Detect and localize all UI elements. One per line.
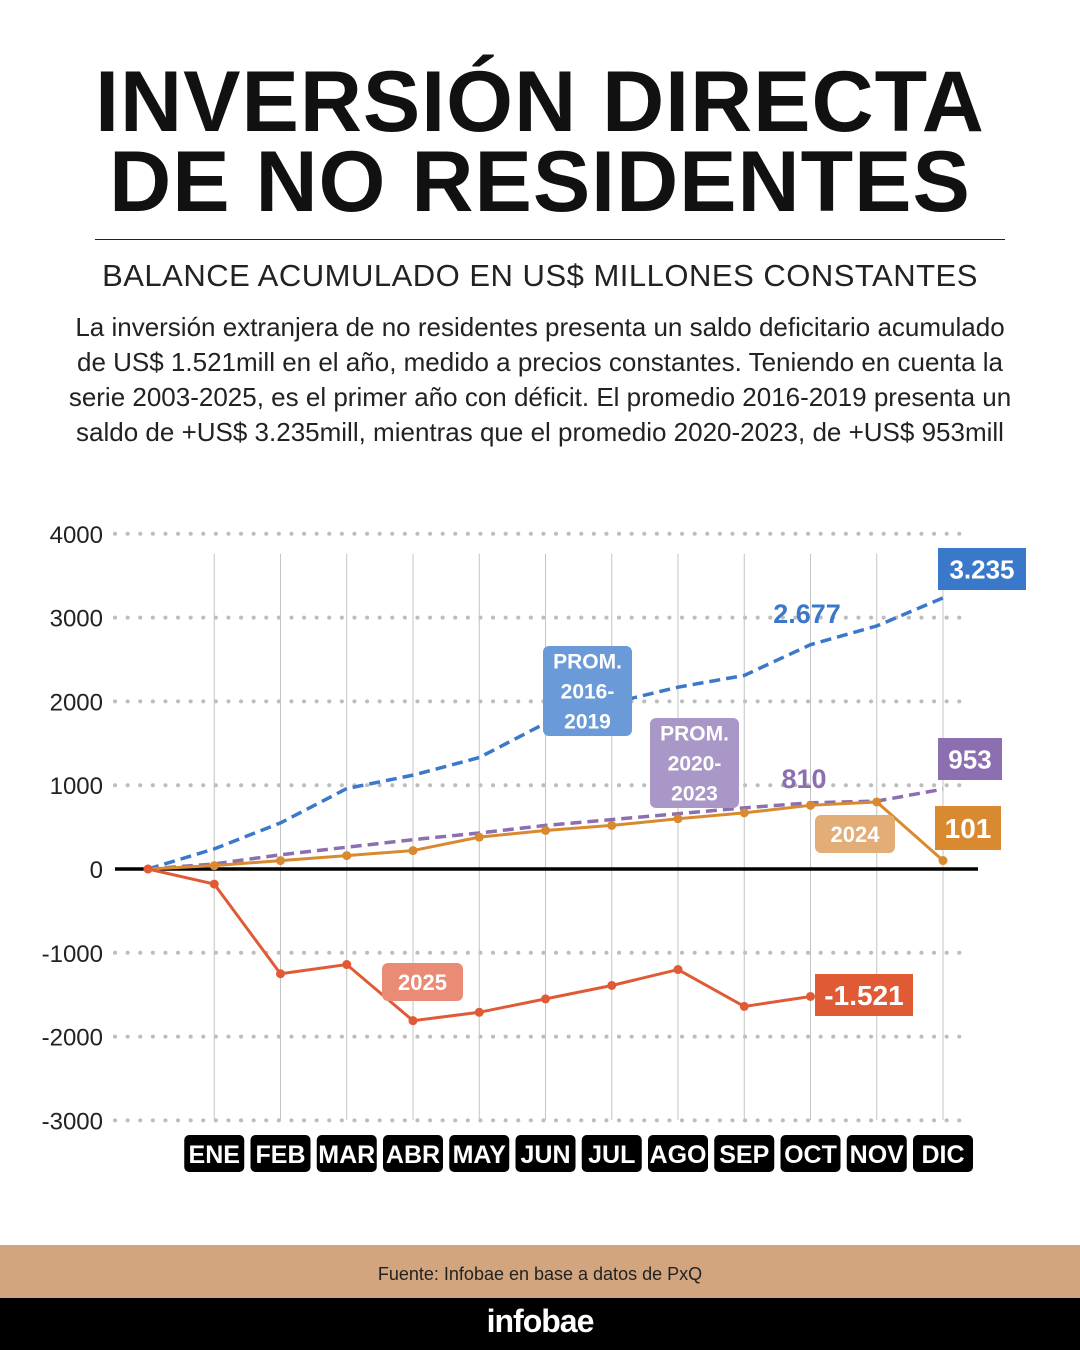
y-tick-label: -2000 <box>42 1025 103 1052</box>
x-tick-label: OCT <box>784 1141 837 1169</box>
month-label-box <box>250 1135 311 1172</box>
data-point <box>474 832 484 842</box>
month-label-box <box>714 1135 775 1172</box>
y-tick-label: -1000 <box>42 941 103 968</box>
data-point <box>474 1007 484 1017</box>
legend-2024: 2024 <box>831 822 881 847</box>
y-tick-label: 3000 <box>50 606 103 633</box>
data-point <box>739 808 749 818</box>
data-point <box>938 856 948 866</box>
end-label-2016-2019: 3.235 <box>949 554 1014 584</box>
data-point <box>342 960 352 970</box>
data-point <box>607 980 617 990</box>
x-tick-label: MAR <box>318 1141 375 1169</box>
data-point <box>276 856 285 866</box>
legend-2020-2023: 2023 <box>671 783 718 806</box>
legend-2016-2019: PROM. <box>553 651 622 674</box>
month-label-box <box>383 1135 443 1172</box>
end-label-2024: 101 <box>945 813 992 844</box>
data-point <box>872 797 882 807</box>
legend-2016-2019: 2019 <box>564 711 611 734</box>
data-point <box>143 864 153 874</box>
value-label-2677: 2.677 <box>773 599 841 629</box>
month-label-box <box>515 1135 576 1172</box>
x-tick-label: AGO <box>650 1141 707 1169</box>
month-label-box <box>780 1135 841 1172</box>
subtitle: BALANCE ACUMULADO EN US$ MILLONES CONSTA… <box>102 258 978 293</box>
data-point <box>408 846 418 856</box>
month-label-box <box>316 1135 377 1172</box>
value-label-810: 810 <box>781 764 826 794</box>
data-point <box>673 965 683 975</box>
month-label-box <box>846 1135 907 1172</box>
data-point <box>209 879 219 889</box>
x-tick-label: SEP <box>719 1141 769 1169</box>
data-point <box>806 800 815 810</box>
y-tick-label: 2000 <box>50 689 103 716</box>
y-tick-label: -3000 <box>42 1108 103 1135</box>
data-point <box>541 825 550 835</box>
line-chart: 4000 3000 2000 1000 0 -1000 -2000 -3000 3.235 953… <box>42 522 1026 1172</box>
divider <box>95 239 1005 240</box>
month-label-box <box>648 1135 708 1172</box>
month-label-box <box>581 1135 642 1172</box>
data-point <box>342 851 352 861</box>
title-line-1: INVERSIÓN DIRECTA <box>95 54 985 150</box>
y-tick-label: 0 <box>90 857 103 884</box>
y-tick-label: 4000 <box>50 522 103 549</box>
data-point <box>276 969 285 979</box>
description: La inversión extranjera de no residentes… <box>68 312 1012 447</box>
end-label-2025-box <box>815 974 913 1016</box>
legend-2024-box <box>815 815 895 853</box>
y-tick-label: 1000 <box>50 773 103 800</box>
end-label-2016-2019-box <box>938 548 1026 590</box>
end-label-2020-2023: 953 <box>948 744 991 774</box>
legend-2020-2023-box <box>650 718 739 808</box>
x-tick-label: JUL <box>588 1141 635 1169</box>
x-tick-label: MAY <box>453 1141 507 1169</box>
source-note: Fuente: Infobae en base a datos de PxQ <box>0 1245 1080 1298</box>
end-label-2020-2023-box <box>938 738 1002 780</box>
data-point <box>607 820 617 830</box>
data-point <box>673 814 683 824</box>
title-line-2: DE NO RESIDENTES <box>109 134 971 230</box>
x-tick-label: FEB <box>256 1141 306 1169</box>
data-point <box>541 994 550 1004</box>
end-label-2025: -1.521 <box>824 980 903 1011</box>
x-tick-label: NOV <box>850 1141 905 1169</box>
data-point <box>408 1016 418 1026</box>
legend-2016-2019-box <box>543 646 632 736</box>
legend-2025-box <box>382 963 463 1001</box>
legend-2020-2023: 2020- <box>668 753 722 776</box>
legend-2016-2019: 2016- <box>561 681 615 704</box>
data-point <box>209 861 219 871</box>
data-point <box>806 991 815 1001</box>
brand-logo: infobae <box>0 1298 1080 1350</box>
end-label-2024-box <box>935 806 1001 850</box>
legend-2025: 2025 <box>398 970 447 995</box>
month-label-box <box>913 1135 973 1172</box>
month-label-box <box>449 1135 510 1172</box>
x-tick-label: DIC <box>921 1141 964 1169</box>
x-tick-label: ENE <box>189 1141 240 1169</box>
legend-2020-2023: PROM. <box>660 723 729 746</box>
data-point <box>739 1001 749 1011</box>
month-label-box <box>184 1135 245 1172</box>
x-tick-label: JUN <box>520 1141 570 1169</box>
x-tick-label: ABR <box>386 1141 440 1169</box>
